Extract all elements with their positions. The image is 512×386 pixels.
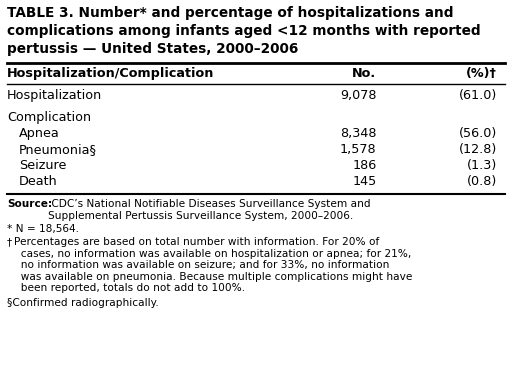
Text: 1,578: 1,578 [339, 143, 376, 156]
Text: (0.8): (0.8) [466, 175, 497, 188]
Text: 9,078: 9,078 [340, 89, 376, 102]
Text: Percentages are based on total number with information. For 20% of
  cases, no i: Percentages are based on total number wi… [14, 237, 412, 293]
Text: Source:: Source: [7, 199, 52, 209]
Text: * N = 18,564.: * N = 18,564. [7, 224, 79, 234]
Text: Hospitalization/Complication: Hospitalization/Complication [7, 67, 215, 80]
Text: †: † [7, 237, 12, 247]
Text: 145: 145 [352, 175, 376, 188]
Text: (12.8): (12.8) [458, 143, 497, 156]
Text: Seizure: Seizure [19, 159, 67, 172]
Text: (56.0): (56.0) [458, 127, 497, 140]
Text: complications among infants aged <12 months with reported: complications among infants aged <12 mon… [7, 24, 481, 38]
Text: Death: Death [19, 175, 58, 188]
Text: No.: No. [352, 67, 376, 80]
Text: 186: 186 [352, 159, 376, 172]
Text: (%)†: (%)† [466, 67, 497, 80]
Text: pertussis — United States, 2000–2006: pertussis — United States, 2000–2006 [7, 42, 298, 56]
Text: CDC’s National Notifiable Diseases Surveillance System and
Supplemental Pertussi: CDC’s National Notifiable Diseases Surve… [48, 199, 371, 221]
Text: Complication: Complication [7, 111, 91, 124]
Text: Pneumonia§: Pneumonia§ [19, 143, 97, 156]
Text: (1.3): (1.3) [466, 159, 497, 172]
Text: TABLE 3. Number* and percentage of hospitalizations and: TABLE 3. Number* and percentage of hospi… [7, 6, 454, 20]
Text: Hospitalization: Hospitalization [7, 89, 102, 102]
Text: Apnea: Apnea [19, 127, 60, 140]
Text: 8,348: 8,348 [340, 127, 376, 140]
Text: §Confirmed radiographically.: §Confirmed radiographically. [7, 298, 159, 308]
Text: (61.0): (61.0) [458, 89, 497, 102]
